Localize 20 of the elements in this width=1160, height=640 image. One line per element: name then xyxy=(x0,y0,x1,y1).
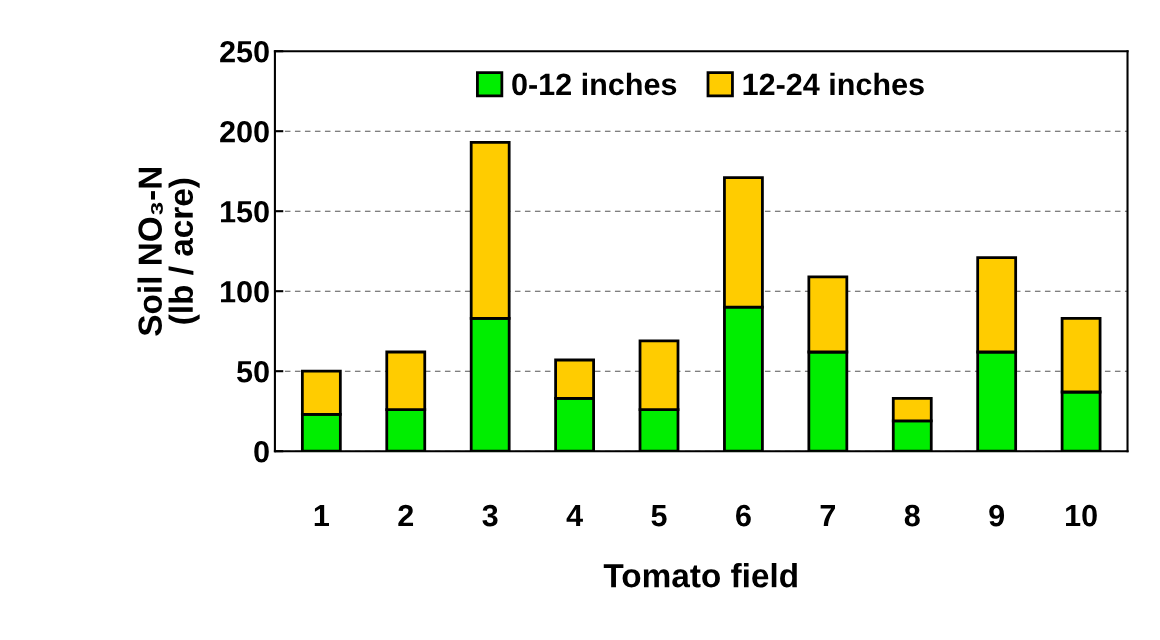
x-tick-label: 9 xyxy=(989,504,1005,527)
y-tick-label: 50 xyxy=(237,360,269,383)
legend-label: 12-24 inches xyxy=(743,72,924,96)
x-tick-label: 2 xyxy=(398,504,414,527)
x-tick-label: 7 xyxy=(820,505,835,527)
y-tick-label: 150 xyxy=(221,200,269,223)
x-axis-title: Tomato field xyxy=(603,563,797,588)
y-tick-label: 250 xyxy=(220,40,269,63)
legend-label: 0-12 inches xyxy=(512,72,677,96)
x-tick-label: 1 xyxy=(314,505,329,527)
y-tick-label: 100 xyxy=(221,280,269,303)
x-tick-label: 10 xyxy=(1066,504,1097,527)
x-tick-label: 6 xyxy=(736,504,751,527)
x-tick-label: 3 xyxy=(482,504,498,527)
y-tick-label: 200 xyxy=(220,120,269,143)
x-tick-label: 8 xyxy=(904,504,920,527)
y-axis-title: Soil NO₃-N (lb / acre) xyxy=(137,167,200,336)
x-tick-label: 5 xyxy=(651,505,667,527)
y-tick-label: 0 xyxy=(254,440,269,463)
x-tick-label: 4 xyxy=(566,505,583,527)
